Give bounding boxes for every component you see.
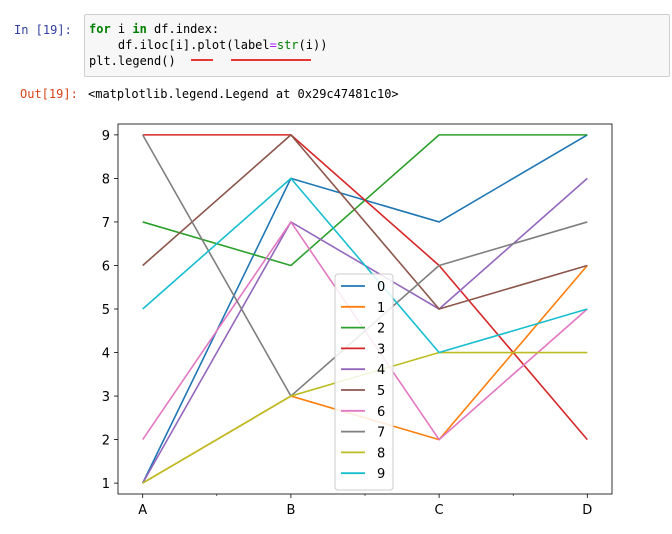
code-token: (i)) [298,38,328,52]
legend-label: 2 [377,322,385,337]
lint-underline [191,59,213,61]
code-builtin: str [276,38,299,52]
x-tick-label: C [435,503,444,518]
output-text: <matplotlib.legend.Legend at 0x29c47481c… [88,87,399,101]
y-tick-label: 5 [102,303,110,318]
code-token: df.iloc[i].plot(label [89,38,270,52]
legend-label: 7 [377,426,385,441]
legend-label: 1 [377,301,385,316]
series-line-5 [142,134,588,310]
legend-label: 4 [377,363,385,378]
input-prompt: In [19]: [14,23,72,37]
keyword-in: in [132,22,147,36]
code-cell-input[interactable]: for i in df.index: df.iloc[i].plot(label… [84,14,670,77]
axes-frame [117,123,613,495]
legend-label: 6 [377,405,385,420]
x-tick-label: D [582,503,592,518]
line-chart: 1 2 3 4 5 6 7 8 9 A B C D 0 1 2 3 4 5 6 7 8 9 [102,123,613,518]
code-line-1: for i in df.index: [89,21,327,37]
y-tick-label: 6 [102,259,110,274]
y-tick-label: 2 [102,434,110,449]
code-token: i [110,22,133,36]
legend-label: 0 [377,280,385,295]
x-tick-label: A [138,503,147,518]
y-tick-label: 8 [102,172,110,187]
lint-underline [231,59,311,61]
legend-label: 8 [377,446,385,461]
y-tick-label: 9 [102,129,110,144]
code-token: df.index: [146,22,220,36]
y-tick-label: 3 [102,390,110,405]
y-tick-label: 1 [102,477,110,492]
keyword-for: for [89,22,111,36]
code-operator: = [269,38,277,52]
x-tick-label: B [286,503,295,518]
y-tick-label: 4 [102,347,110,362]
legend-label: 9 [377,467,385,482]
output-prompt: Out[19]: [20,87,78,101]
y-tick-label: 7 [102,216,110,231]
code-line-2: df.iloc[i].plot(label=str(i)) [89,37,328,53]
legend-label: 3 [377,342,385,357]
code-text: for i in df.index: df.iloc[i].plot(label… [89,21,327,69]
legend-label: 5 [377,384,385,399]
series-line-9 [142,177,588,354]
code-line-3: plt.legend() [89,54,176,68]
